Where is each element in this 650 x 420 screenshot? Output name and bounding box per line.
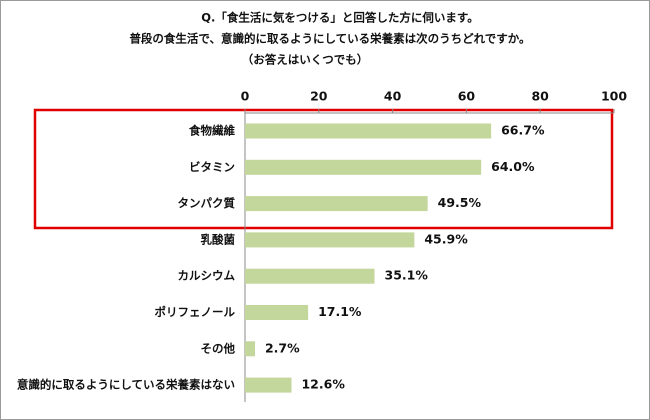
- x-tick-label: 20: [310, 89, 328, 104]
- bar: [245, 268, 375, 284]
- bar: [245, 341, 255, 357]
- bar: [245, 305, 309, 320]
- y-tick-label: カルシウム: [178, 269, 236, 283]
- y-tick-label: タンパク質: [178, 196, 236, 210]
- y-tick-label: 意識的に取るようにしている栄養素はない: [17, 378, 235, 392]
- bar: [245, 123, 492, 139]
- x-tick-label: 60: [458, 89, 476, 104]
- data-label: 49.5%: [438, 195, 482, 210]
- chart-title: （お答えはいくつでも）: [242, 53, 369, 67]
- data-label: 35.1%: [385, 268, 429, 283]
- chart-title: Q.「食生活に気をつける」と回答した方に伺います。: [201, 11, 479, 25]
- bar: [245, 232, 415, 248]
- x-tick-label: 80: [531, 89, 549, 104]
- x-tick-label: 0: [241, 89, 250, 104]
- data-label: 45.9%: [424, 231, 468, 246]
- y-tick-label: 食物繊維: [189, 124, 235, 138]
- y-tick-label: その他: [201, 341, 236, 355]
- bar: [245, 377, 292, 393]
- y-tick-label: ポリフェノール: [155, 305, 236, 319]
- data-label: 2.7%: [265, 340, 300, 355]
- y-tick-label: 乳酸菌: [201, 232, 236, 246]
- x-tick-label: 100: [601, 89, 627, 104]
- bar: [245, 159, 482, 175]
- bar: [245, 196, 428, 212]
- data-label: 17.1%: [318, 304, 362, 319]
- highlight-box: [33, 108, 614, 230]
- data-label: 12.6%: [301, 377, 345, 392]
- data-label: 64.0%: [491, 159, 535, 174]
- x-tick-label: 40: [384, 89, 402, 104]
- y-tick-label: ビタミン: [189, 160, 235, 174]
- data-label: 66.7%: [501, 123, 545, 138]
- chart-title: 普段の食生活で、意識的に取るようにしている栄養素は次のうちどれですか。: [129, 32, 530, 46]
